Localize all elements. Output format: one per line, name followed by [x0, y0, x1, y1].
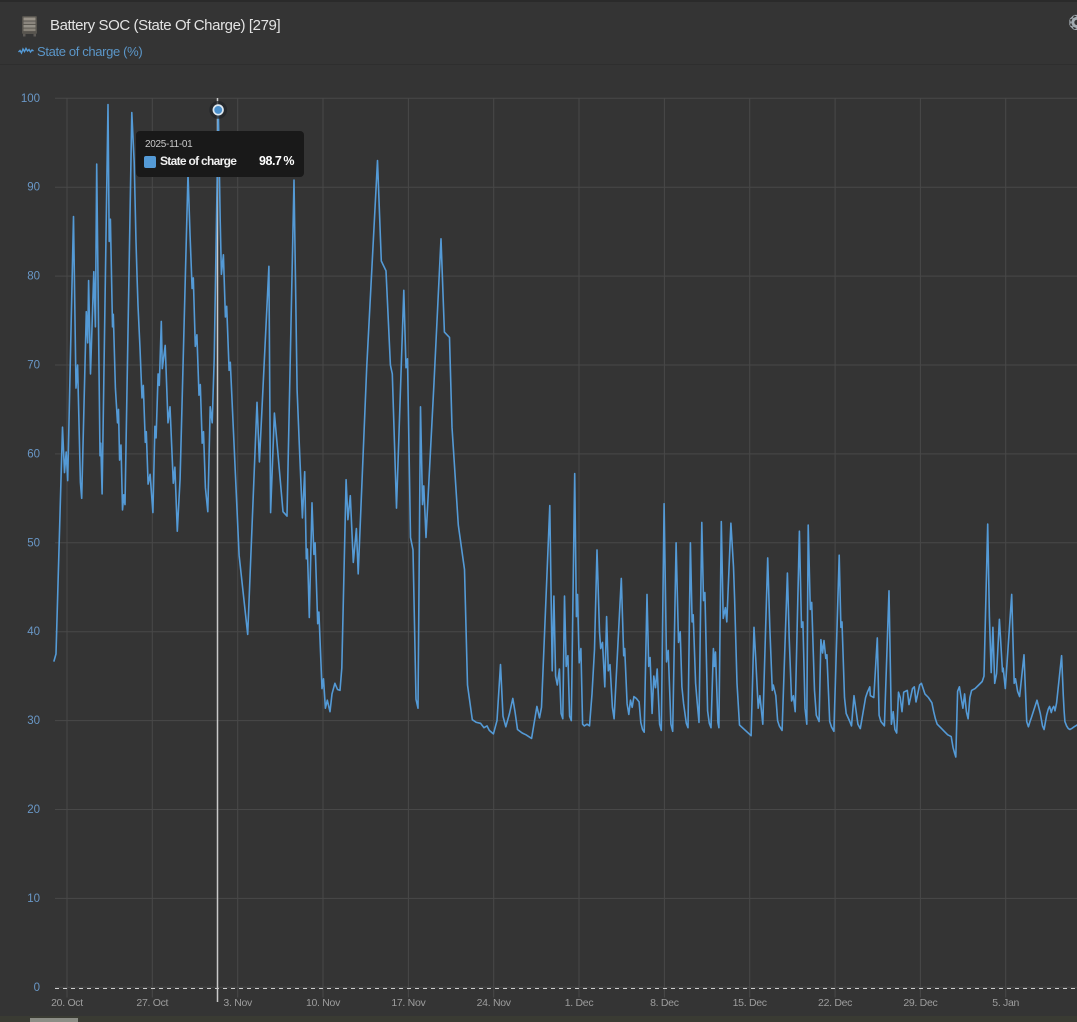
svg-text:1. Dec: 1. Dec: [565, 997, 594, 1009]
svg-text:100: 100: [21, 93, 40, 105]
svg-text:27. Oct: 27. Oct: [136, 997, 168, 1009]
svg-text:60: 60: [27, 448, 40, 460]
svg-text:10. Nov: 10. Nov: [306, 997, 341, 1009]
svg-text:20: 20: [27, 804, 40, 816]
svg-text:5. Jan: 5. Jan: [992, 997, 1019, 1009]
svg-text:0: 0: [34, 982, 40, 994]
svg-text:17. Nov: 17. Nov: [391, 997, 426, 1009]
svg-text:20. Oct: 20. Oct: [51, 997, 83, 1009]
svg-text:3. Nov: 3. Nov: [223, 997, 253, 1009]
svg-text:22. Dec: 22. Dec: [818, 997, 852, 1009]
svg-text:8. Dec: 8. Dec: [650, 997, 679, 1009]
svg-text:80: 80: [27, 271, 40, 283]
svg-text:10: 10: [27, 893, 40, 905]
svg-text:29. Dec: 29. Dec: [903, 997, 937, 1009]
svg-text:90: 90: [27, 182, 40, 194]
svg-text:24. Nov: 24. Nov: [477, 997, 512, 1009]
svg-text:15. Dec: 15. Dec: [733, 997, 767, 1009]
svg-text:50: 50: [27, 537, 40, 549]
svg-text:40: 40: [27, 626, 40, 638]
svg-text:30: 30: [27, 715, 40, 727]
svg-text:70: 70: [27, 360, 40, 372]
